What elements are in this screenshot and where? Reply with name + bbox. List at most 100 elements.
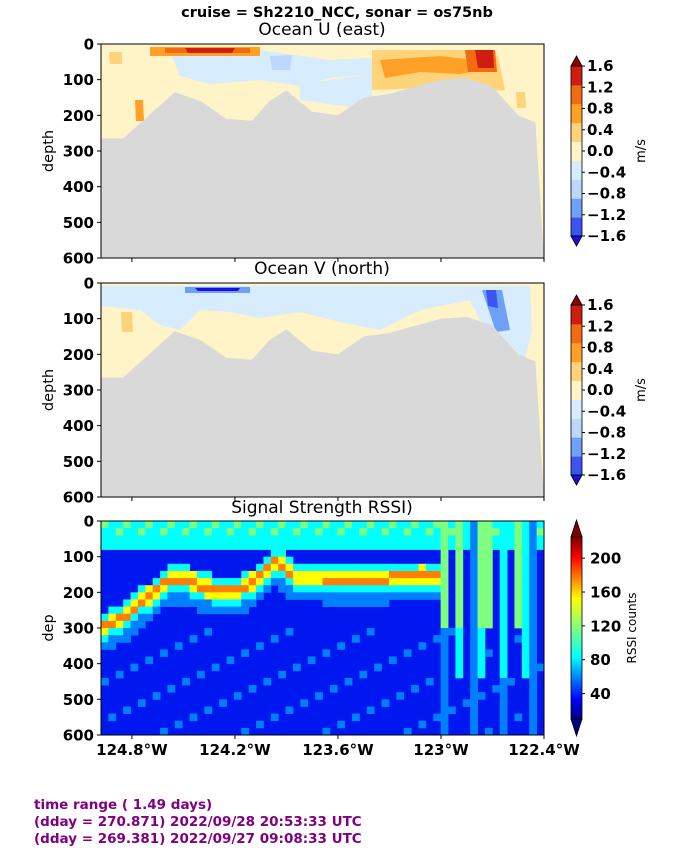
rssi-cell xyxy=(477,663,486,672)
rssi-cell xyxy=(344,585,353,593)
colorbar-level xyxy=(571,342,582,363)
rssi-cell xyxy=(381,578,390,586)
rssi-cell xyxy=(455,592,464,600)
rssi-cell xyxy=(204,535,213,543)
rssi-cell xyxy=(115,620,124,629)
rssi-cell xyxy=(241,535,250,543)
rssi-cell xyxy=(329,685,338,693)
rssi-cell xyxy=(529,685,538,693)
rssi-cell xyxy=(433,592,442,600)
rssi-cell xyxy=(108,620,117,629)
colorbar-tick-label: 0.8 xyxy=(587,339,614,357)
rssi-cell xyxy=(248,592,257,600)
rssi-cell xyxy=(285,706,294,714)
rssi-cell xyxy=(514,535,523,543)
rssi-cell xyxy=(470,663,478,672)
rssi-cell xyxy=(359,578,368,586)
rssi-cell xyxy=(425,570,434,579)
rssi-cell xyxy=(270,570,279,579)
panel-u-colorbar: 1.6 1.2 0.8 0.4 0.0 −0.4 −0.8 −1.2 −1.6 m/s xyxy=(570,55,649,247)
rssi-cell xyxy=(366,599,375,607)
rssi-cell xyxy=(344,535,353,543)
rssi-cell xyxy=(307,521,316,529)
rssi-cell xyxy=(403,535,412,543)
xtick-label: 122.4°W xyxy=(508,741,580,759)
rssi-cell xyxy=(418,585,427,593)
rssi-cell xyxy=(174,578,183,586)
rssi-colorbar-label: RSSI counts xyxy=(625,592,639,663)
rssi-cell xyxy=(529,692,538,700)
rssi-cell xyxy=(285,585,294,593)
rssi-cell xyxy=(174,585,183,593)
rssi-cell xyxy=(130,613,139,622)
rssi-cell xyxy=(507,542,515,550)
rssi-cell xyxy=(145,592,154,600)
rssi-cell xyxy=(418,642,427,650)
rssi-cell xyxy=(211,578,220,586)
rssi-cell xyxy=(285,556,294,565)
rssi-cell xyxy=(256,542,264,550)
rssi-cell xyxy=(440,606,449,615)
rssi-cell xyxy=(167,542,176,550)
rssi-cell xyxy=(529,720,538,729)
colorbar-tick-label: 0.4 xyxy=(587,121,614,139)
rssi-cell xyxy=(174,528,183,536)
rssi-cell xyxy=(388,570,397,579)
rssi-cell xyxy=(167,563,176,572)
rssi-cell xyxy=(484,542,493,550)
xtick-label: 123.6°W xyxy=(302,741,374,759)
rssi-cell xyxy=(477,649,486,657)
rssi-colorbar-ticks: 200 160 120 80 40 xyxy=(582,550,621,703)
rssi-cell xyxy=(167,578,176,586)
rssi-cell xyxy=(448,521,456,529)
panel-u-yticks: 0 100 200 300 400 500 600 xyxy=(63,36,101,268)
rssi-cell xyxy=(300,535,309,543)
rssi-cell xyxy=(226,606,235,615)
rssi-cell xyxy=(167,685,176,693)
rssi-cell xyxy=(536,535,545,543)
colorbar-level xyxy=(571,418,582,438)
rssi-cell xyxy=(219,542,227,550)
colorbar-tick-label: −1.2 xyxy=(587,445,626,463)
rssi-cell xyxy=(315,563,323,572)
rssi-cell xyxy=(307,585,316,593)
rssi-cell xyxy=(219,585,227,593)
rssi-cell xyxy=(411,585,419,593)
colorbar-tick-label: −0.8 xyxy=(587,185,626,203)
rssi-cell xyxy=(115,542,124,550)
rssi-cell xyxy=(499,620,508,629)
rssi-cell xyxy=(521,556,530,565)
rssi-cell xyxy=(536,521,545,529)
rssi-cell xyxy=(499,528,508,536)
rssi-cell xyxy=(196,535,205,543)
rssi-cell xyxy=(470,606,478,615)
rssi-cell xyxy=(241,528,250,536)
panel-v-west-patch xyxy=(121,312,133,332)
rssi-cell xyxy=(101,677,109,686)
rssi-cell xyxy=(470,592,478,600)
rssi-cell xyxy=(101,528,109,536)
rssi-cell xyxy=(455,620,464,629)
rssi-cell xyxy=(529,535,538,543)
rssi-cell xyxy=(278,535,286,543)
rssi-cell xyxy=(499,685,508,693)
rssi-cell xyxy=(145,585,154,593)
colorbar-top-arrow xyxy=(570,294,583,306)
rssi-cell xyxy=(381,585,390,593)
rssi-cell xyxy=(263,578,272,586)
rssi-cell xyxy=(101,613,109,622)
ytick-label: 200 xyxy=(63,346,94,364)
rssi-cell xyxy=(470,613,478,622)
rssi-cell xyxy=(514,713,523,722)
rssi-cell xyxy=(270,578,279,586)
rssi-cell xyxy=(108,542,117,550)
rssi-cell xyxy=(344,542,353,550)
rssi-cell xyxy=(130,592,139,600)
ytick-label: 200 xyxy=(63,584,94,602)
rssi-cell xyxy=(411,685,419,693)
rssi-cell xyxy=(145,528,154,536)
rssi-cell xyxy=(285,592,294,600)
rssi-cell xyxy=(196,585,205,593)
rssi-cell xyxy=(352,585,360,593)
colorbar-tick-label: 160 xyxy=(590,584,621,602)
